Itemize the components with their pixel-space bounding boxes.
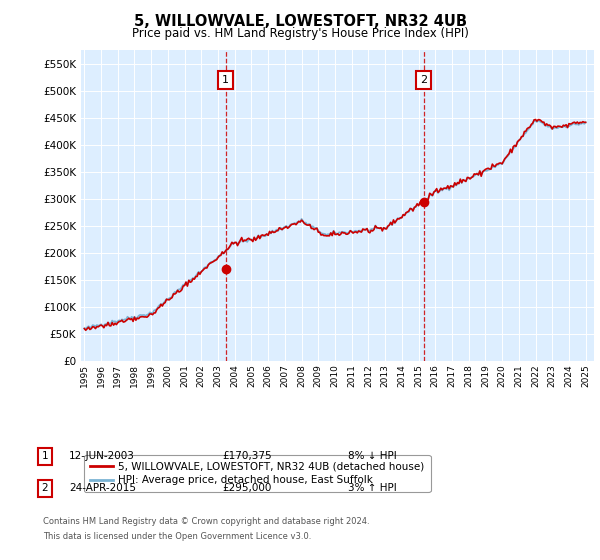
Text: 5, WILLOWVALE, LOWESTOFT, NR32 4UB: 5, WILLOWVALE, LOWESTOFT, NR32 4UB: [133, 14, 467, 29]
Text: £295,000: £295,000: [222, 483, 271, 493]
Text: 12-JUN-2003: 12-JUN-2003: [69, 451, 135, 461]
Text: 3% ↑ HPI: 3% ↑ HPI: [348, 483, 397, 493]
Text: 2: 2: [420, 75, 427, 85]
Text: £170,375: £170,375: [222, 451, 272, 461]
Text: 1: 1: [41, 451, 49, 461]
Text: 1: 1: [222, 75, 229, 85]
Legend: 5, WILLOWVALE, LOWESTOFT, NR32 4UB (detached house), HPI: Average price, detache: 5, WILLOWVALE, LOWESTOFT, NR32 4UB (deta…: [83, 455, 431, 492]
Text: 2: 2: [41, 483, 49, 493]
Text: Price paid vs. HM Land Registry's House Price Index (HPI): Price paid vs. HM Land Registry's House …: [131, 27, 469, 40]
Text: This data is licensed under the Open Government Licence v3.0.: This data is licensed under the Open Gov…: [43, 532, 311, 541]
Text: Contains HM Land Registry data © Crown copyright and database right 2024.: Contains HM Land Registry data © Crown c…: [43, 517, 370, 526]
Text: 8% ↓ HPI: 8% ↓ HPI: [348, 451, 397, 461]
Text: 24-APR-2015: 24-APR-2015: [69, 483, 136, 493]
